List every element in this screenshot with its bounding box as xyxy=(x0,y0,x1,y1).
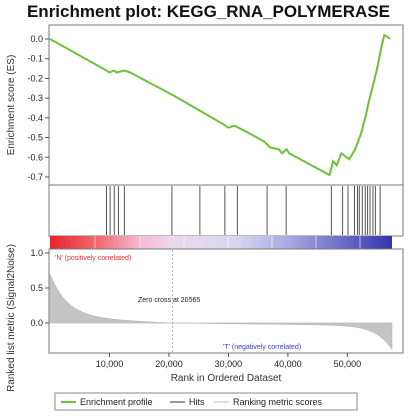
es-y-tick-label: -0.1 xyxy=(27,54,43,64)
x-axis-label: Rank in Ordered Dataset xyxy=(171,373,282,384)
es-y-tick-label: -0.6 xyxy=(27,152,43,162)
positive-correlation-label: 'N' (positively correlated) xyxy=(55,255,131,262)
zero-cross-label: Zero cross at 20565 xyxy=(138,297,200,304)
legend-frame xyxy=(54,392,358,411)
metric-y-tick-label: 1.0 xyxy=(30,248,43,258)
es-y-ticks: 0.0 -0.1 -0.2 -0.3 -0.4 -0.5 -0.6 -0.7 xyxy=(27,34,49,182)
metric-y-axis-label: Ranked list metric (Signal2Noise) xyxy=(6,244,17,392)
es-panel-frame xyxy=(48,24,404,186)
x-axis-ticks: 10,000 20,000 30,000 40,000 50,000 xyxy=(96,353,361,369)
chart-title: Enrichment plot: KEGG_RNA_POLYMERASE xyxy=(26,2,391,21)
enrichment-profile-line xyxy=(49,33,391,177)
legend-label-ranking-metric: Ranking metric scores xyxy=(233,397,323,407)
es-y-tick-label: -0.7 xyxy=(27,172,43,182)
x-tick-label: 50,000 xyxy=(334,359,362,369)
legend-label-hits: Hits xyxy=(189,397,205,407)
es-y-tick-label: 0.0 xyxy=(30,34,43,44)
x-tick-label: 20,000 xyxy=(155,359,183,369)
hits-panel-frame xyxy=(48,184,404,237)
es-y-tick-label: -0.3 xyxy=(27,93,43,103)
metric-y-tick-label: 0.5 xyxy=(30,283,43,293)
rank-bar-band-dividers xyxy=(94,236,361,249)
es-y-tick-label: -0.4 xyxy=(27,113,43,123)
metric-y-tick-label: 0.0 xyxy=(30,318,43,328)
negative-correlation-label: 'T' (negatively correlated) xyxy=(223,344,301,351)
ranking-metric-area xyxy=(49,273,393,351)
x-tick-label: 10,000 xyxy=(96,359,124,369)
hits-group xyxy=(106,186,381,235)
metric-panel-frame xyxy=(48,248,404,354)
x-tick-label: 40,000 xyxy=(274,359,302,369)
es-y-tick-label: -0.2 xyxy=(27,73,43,83)
x-tick-label: 30,000 xyxy=(215,359,243,369)
legend-label-enrichment-profile: Enrichment profile xyxy=(80,397,153,407)
es-y-tick-label: -0.5 xyxy=(27,133,43,143)
metric-y-ticks: 1.0 0.5 0.0 xyxy=(30,248,49,328)
es-y-axis-label: Enrichment score (ES) xyxy=(6,55,17,156)
rank-color-bar xyxy=(50,236,392,249)
legend: Enrichment profile Hits Ranking metric s… xyxy=(61,397,323,407)
